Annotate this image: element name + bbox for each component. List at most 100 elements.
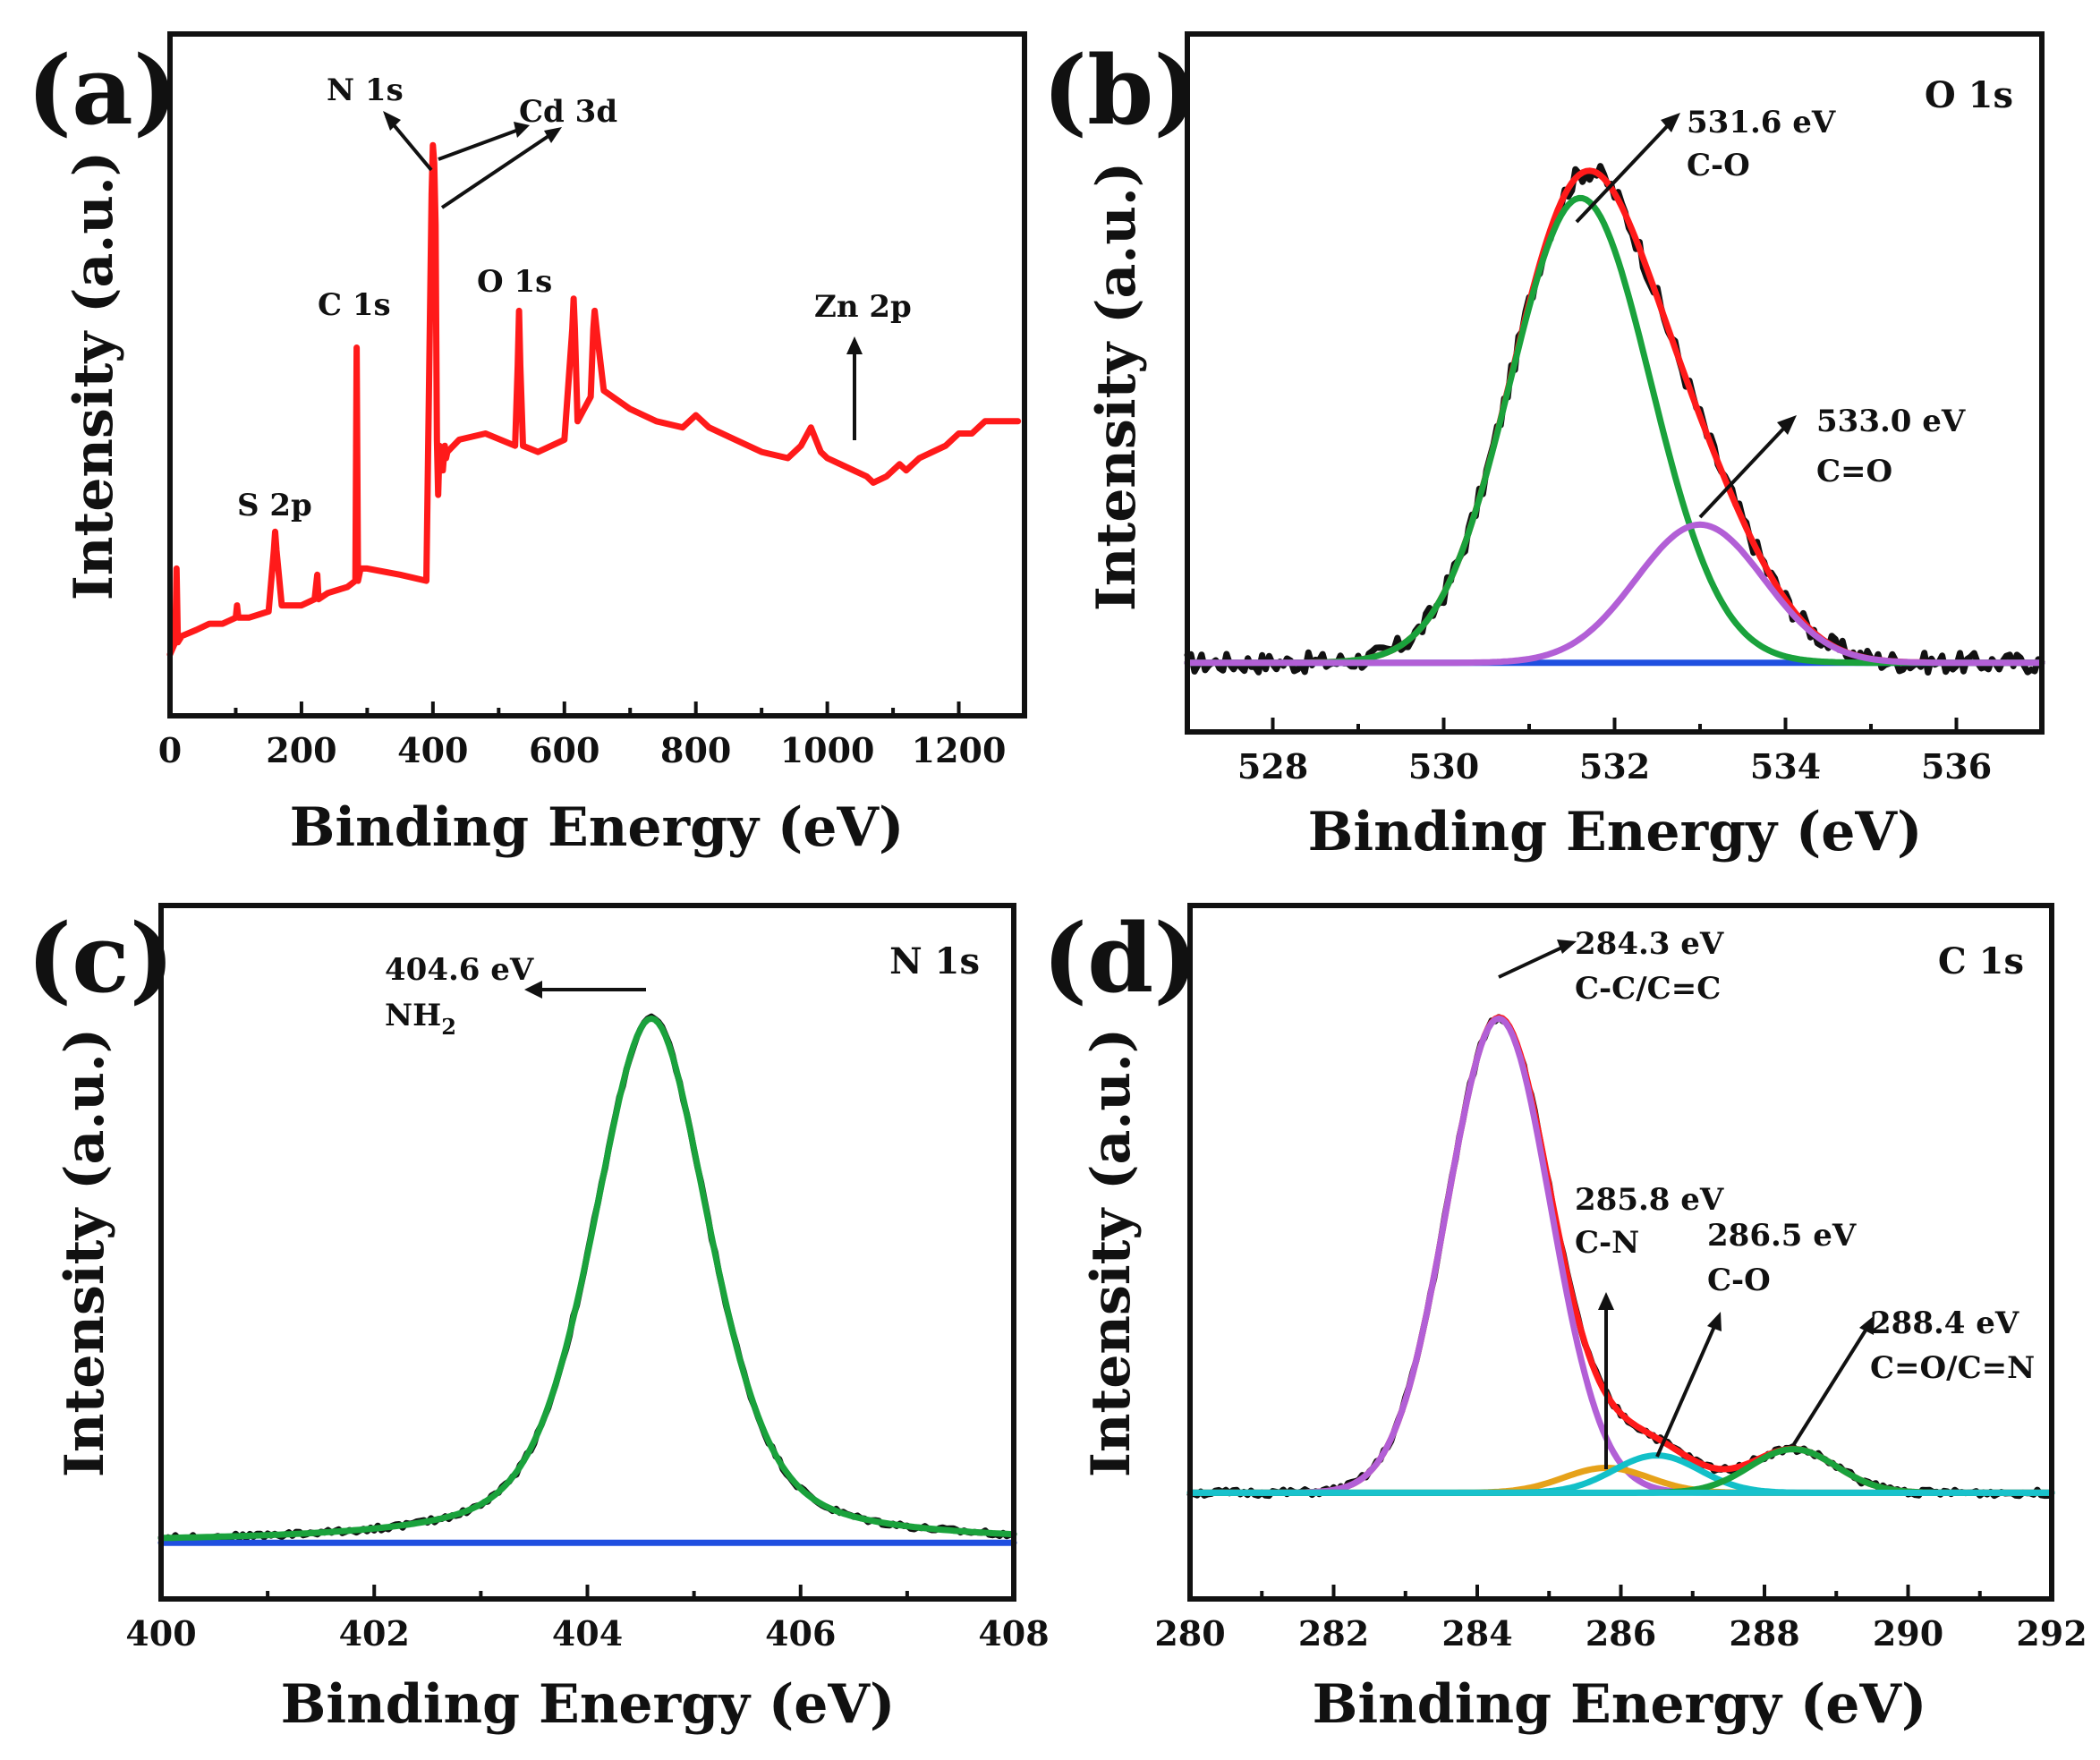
arrowhead-cn-d — [1598, 1292, 1614, 1310]
x-tick-label: 1200 — [912, 730, 1007, 770]
annotation-species-co-d: C-O — [1707, 1263, 1771, 1298]
annotation-species-c=o-d: C=O/C=N — [1870, 1350, 2035, 1386]
x-tick-label: 282 — [1298, 1613, 1369, 1654]
arrow-cd3d-2-a — [440, 129, 558, 209]
x-tick-label: 532 — [1579, 746, 1650, 786]
annotation-energy-cn-d: 285.8 eV — [1575, 1182, 1724, 1218]
arrow-cc-d — [1498, 943, 1569, 979]
annotation-c1s-a: C 1s — [318, 287, 391, 323]
x-tick-label: 402 — [339, 1613, 410, 1654]
x-tick-label: 530 — [1408, 746, 1479, 786]
annotation-energy-cc-d: 284.3 eV — [1575, 926, 1724, 962]
x-ticks-a: 0 200 400 600 800 1000 1200 — [158, 701, 1007, 770]
y-axis-title-a: Intensity (a.u.) — [63, 151, 125, 600]
x-tick-label: 286 — [1586, 1613, 1656, 1654]
arrowhead-c=o-b — [1777, 415, 1797, 435]
plot-area-b — [1184, 163, 2045, 676]
x-tick-label: 404 — [552, 1613, 623, 1654]
arrow-co-d — [1655, 1322, 1718, 1458]
annotation-energy-nh2-c: 404.6 eV — [385, 952, 534, 988]
fit-line-raw — [157, 1013, 1017, 1543]
x-axis-title-d: Binding Energy (eV) — [1313, 1673, 1927, 1736]
panel-label-a: (a) — [27, 34, 178, 146]
x-tick-label: 400 — [397, 730, 468, 770]
plot-frame-b — [1185, 31, 2045, 735]
annotation-s2p-a: S 2p — [237, 488, 312, 523]
arrowhead-cc-d — [1557, 940, 1577, 954]
x-tick-label: 1000 — [780, 730, 875, 770]
annotation-arrows-b — [1575, 113, 1797, 519]
panel-d: (d) 280 282 284 286 288 290 292 C 1s Binding E… — [1042, 902, 2087, 1736]
annotation-species-cc-d: C-C/C=C — [1575, 971, 1721, 1007]
corner-label-d: C 1s — [1938, 940, 2024, 982]
annotation-arrows-a — [383, 111, 863, 440]
panel-c: (c) 400 402 404 406 408 N 1s Binding Energy … — [27, 902, 1050, 1736]
annotation-species-nh2-subscript-c: 2 — [441, 1014, 456, 1040]
arrow-c=o-d — [1792, 1324, 1870, 1446]
series-line-survey — [166, 141, 1022, 658]
arrowhead-co-d — [1707, 1312, 1722, 1331]
arrowhead-cd3d-2-a — [544, 127, 562, 143]
x-tick-label: 800 — [660, 730, 731, 770]
annotation-species-c=o-b: C=O — [1816, 454, 1892, 489]
x-tick-label: 200 — [266, 730, 336, 770]
annotation-energy-c=o-b: 533.0 eV — [1816, 404, 1966, 439]
panel-label-b: (b) — [1042, 34, 1198, 146]
x-tick-label: 280 — [1154, 1613, 1225, 1654]
x-tick-label: 600 — [529, 730, 599, 770]
plot-area-d — [1186, 1014, 2055, 1500]
fit-line-nh2 — [157, 1015, 1017, 1542]
arrowhead-n1s-a — [383, 111, 401, 131]
x-tick-label: 288 — [1729, 1613, 1799, 1654]
arrowhead-c=o-d — [1859, 1315, 1875, 1335]
x-tick-label: 400 — [125, 1613, 196, 1654]
annotation-arrows-d — [1498, 940, 1875, 1469]
corner-label-c: N 1s — [889, 940, 980, 982]
x-tick-label: 408 — [978, 1613, 1049, 1654]
annotation-arrows-c — [524, 981, 646, 999]
y-axis-title-b: Intensity (a.u.) — [1085, 162, 1148, 611]
x-tick-label: 528 — [1237, 746, 1308, 786]
annotation-energy-c=o-d: 288.4 eV — [1870, 1305, 2019, 1341]
x-tick-label: 536 — [1921, 746, 1992, 786]
annotation-energy-co-d: 286.5 eV — [1707, 1218, 1857, 1254]
annotation-species-nh2-base-c: NH — [385, 998, 441, 1033]
panel-a: (a) 0 200 400 600 800 1000 1200 Binding Energy… — [27, 31, 1027, 859]
x-axis-title-c: Binding Energy (eV) — [281, 1673, 896, 1736]
panel-b: (b) 528 530 532 534 536 O 1s Binding Energy … — [1042, 31, 2045, 863]
fit-line-c-o — [1184, 521, 2045, 667]
y-axis-title-d: Intensity (a.u.) — [1080, 1028, 1143, 1477]
x-tick-label: 284 — [1441, 1613, 1512, 1654]
annotation-energy-co-b: 531.6 eV — [1687, 105, 1836, 140]
arrowhead-zn2p-a — [846, 336, 863, 354]
x-tick-label: 290 — [1873, 1613, 1943, 1654]
plot-area-a — [166, 141, 1022, 658]
x-axis-title-a: Binding Energy (eV) — [290, 796, 905, 859]
x-ticks-c: 400 402 404 406 408 — [125, 1585, 1050, 1654]
x-ticks-d: 280 282 284 286 288 290 292 — [1154, 1585, 2087, 1654]
annotation-o1s-a: O 1s — [477, 264, 552, 300]
x-tick-label: 406 — [765, 1613, 836, 1654]
annotation-n1s-a: N 1s — [327, 72, 404, 108]
x-tick-label: 0 — [158, 730, 182, 770]
arrowhead-co-b — [1661, 113, 1680, 132]
arrow-co-b — [1575, 120, 1673, 224]
plot-frame-a — [167, 31, 1027, 718]
panel-label-c: (c) — [27, 902, 174, 1014]
arrowhead-cd3d-1-a — [514, 122, 530, 138]
annotation-species-co-b: C-O — [1687, 148, 1750, 183]
x-ticks-b: 528 530 532 534 536 — [1237, 718, 1992, 786]
arrow-c=o-b — [1698, 422, 1790, 519]
plot-area-c — [157, 1013, 1017, 1546]
x-axis-title-b: Binding Energy (eV) — [1308, 801, 1923, 863]
arrow-cd3d-1-a — [438, 126, 524, 161]
panel-label-d: (d) — [1042, 902, 1198, 1014]
y-axis-title-c: Intensity (a.u.) — [54, 1028, 116, 1477]
annotation-species-nh2-c: NH2 — [385, 998, 456, 1040]
annotation-species-cn-d: C-N — [1575, 1225, 1639, 1261]
annotation-zn2p-a: Zn 2p — [814, 289, 912, 325]
annotation-cd3d-a: Cd 3d — [519, 94, 617, 130]
x-tick-label: 534 — [1750, 746, 1821, 786]
x-tick-label: 292 — [2016, 1613, 2087, 1654]
